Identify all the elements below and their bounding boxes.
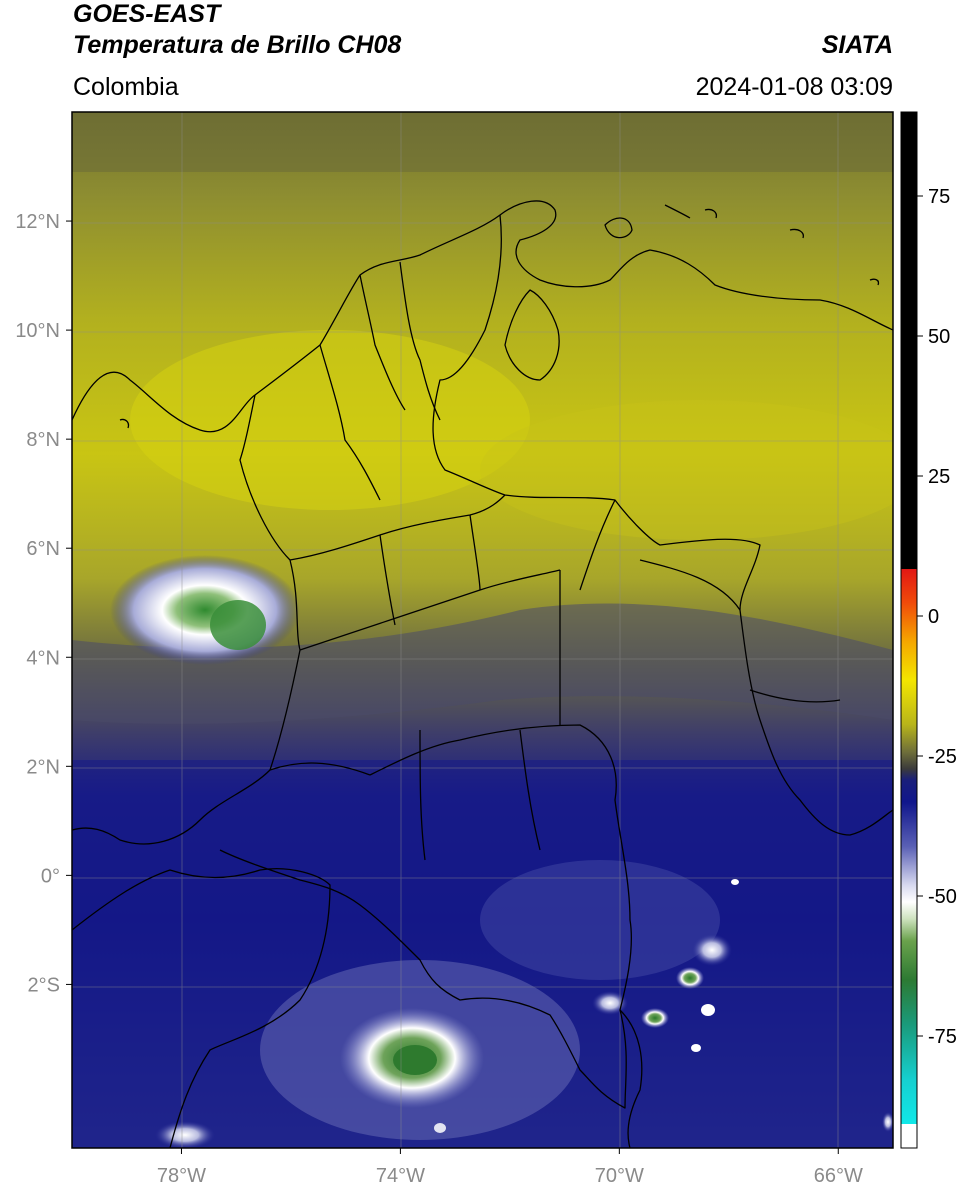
small-cloud (701, 1004, 715, 1016)
colorbar-tick-label: 25 (928, 466, 950, 488)
colorbar-tick-label: 75 (928, 186, 950, 208)
colorbar: 75 50 25 0 -25 -50 -75 (900, 111, 957, 1149)
convective-cloud-pacific (110, 555, 300, 665)
small-cloud (155, 1121, 215, 1148)
datetime-label: 2024-01-08 03:09 (695, 73, 893, 101)
colorbar-tick-label: -75 (928, 1026, 957, 1048)
lat-tick-label: 8°N (26, 429, 60, 451)
colorbar-frame (900, 111, 918, 1149)
colombia-border (72, 394, 301, 845)
warm-region (480, 400, 893, 540)
title-line1: GOES-EAST (73, 0, 221, 28)
convective-cloud-amazon-core (393, 1045, 437, 1075)
colorbar-tick-label: -25 (928, 746, 957, 768)
transition-belt (72, 603, 893, 724)
colorbar-black-segment (901, 112, 917, 569)
latitude-ticks: 12°N 10°N 8°N 6°N 4°N 2°N 0° 2°S (15, 211, 72, 996)
convective-cloud-pacific-core (210, 600, 266, 650)
cloud-haze (480, 860, 720, 980)
source-label: SIATA (821, 31, 893, 59)
small-cloud (882, 1112, 893, 1132)
lat-tick-label: 10°N (15, 320, 60, 342)
region-label: Colombia (73, 73, 179, 101)
title-line2: Temperatura de Brillo CH08 (73, 31, 402, 59)
small-cloud (592, 991, 628, 1015)
colombia-venezuela-border (432, 214, 893, 836)
colombia-brazil-border (219, 724, 633, 1109)
colorbar-white-segment (901, 1124, 917, 1148)
lat-tick-label: 2°S (28, 974, 60, 996)
lat-tick-label: 2°N (26, 756, 60, 778)
warm-region (130, 330, 530, 510)
small-cloud (692, 934, 732, 966)
lon-tick-label: 74°W (376, 1165, 425, 1187)
lat-tick-label: 12°N (15, 211, 60, 233)
gridlines (72, 112, 893, 1148)
longitude-ticks: 78°W 74°W 70°W 66°W (157, 1148, 863, 1187)
cold-band (72, 112, 893, 172)
caribbean-coastline (72, 200, 893, 433)
borders (72, 200, 893, 1148)
small-cloud (641, 1008, 669, 1028)
small-cloud (691, 1044, 701, 1052)
lat-tick-label: 0° (41, 865, 60, 887)
colorbar-ticks: 75 50 25 0 -25 -50 -75 (917, 186, 957, 1048)
lat-tick-label: 6°N (26, 538, 60, 560)
small-cloud (731, 879, 739, 885)
peru-brazil-border (619, 1009, 643, 1148)
lake-maracaibo (504, 289, 560, 381)
lon-tick-label: 66°W (814, 1165, 863, 1187)
small-cloud (676, 967, 704, 989)
map-frame (71, 111, 894, 1149)
lon-tick-label: 78°W (157, 1165, 206, 1187)
colorbar-tick-label: 50 (928, 326, 950, 348)
small-cloud (434, 1123, 446, 1133)
lat-tick-label: 4°N (26, 647, 60, 669)
colorbar-gradient-segment (901, 569, 917, 1124)
colorbar-tick-label: -50 (928, 886, 957, 908)
ecuador-peru-border (72, 868, 331, 1148)
lon-tick-label: 70°W (595, 1165, 644, 1187)
colorbar-tick-label: 0 (928, 606, 939, 628)
